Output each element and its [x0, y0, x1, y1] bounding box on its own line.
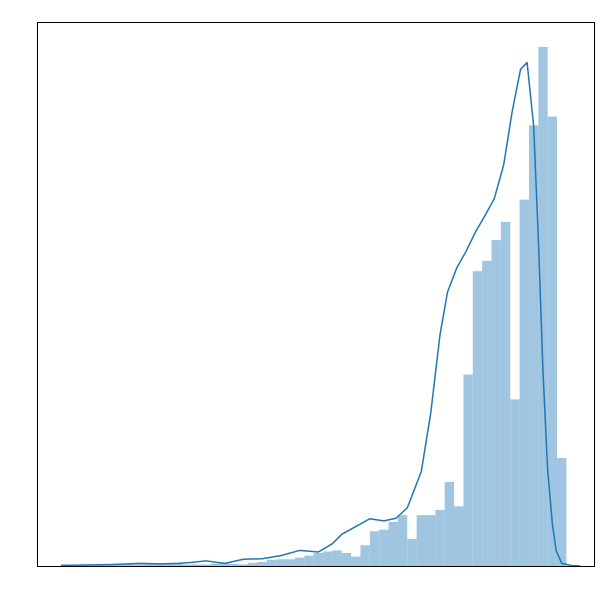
histogram-bar [388, 521, 398, 566]
histogram-bar [426, 515, 436, 566]
histogram-bar [538, 47, 548, 566]
histogram-bar [285, 559, 295, 566]
histogram-bar [500, 221, 511, 566]
histogram-bar [416, 515, 426, 566]
histogram-bar [182, 564, 192, 566]
histogram-bar [472, 271, 483, 566]
histogram-bar [491, 240, 501, 566]
histogram-bar [332, 550, 342, 566]
histogram-bar [323, 551, 333, 566]
histogram-bar [257, 561, 267, 566]
histogram-bar [266, 559, 277, 566]
histogram-bar [163, 563, 174, 566]
kde-curve [60, 61, 581, 567]
histogram-bar [304, 555, 314, 566]
histogram-bar [248, 562, 258, 566]
histogram-bar [173, 563, 183, 566]
histogram-bar [145, 563, 155, 566]
histogram-bar [444, 481, 455, 566]
histogram-bar [369, 531, 380, 566]
histogram-bar [294, 557, 305, 566]
histogram-bar [341, 553, 352, 566]
histogram-bar [407, 539, 417, 566]
histogram-bar [397, 515, 408, 566]
histogram-bar [435, 509, 445, 566]
histogram-bar [379, 529, 389, 566]
plot-frame [37, 22, 595, 567]
histogram-bar [210, 563, 221, 566]
histogram-bar [107, 564, 118, 566]
histogram-bar [463, 374, 473, 566]
histogram-bar [238, 564, 249, 566]
histogram-bar [201, 564, 211, 566]
histogram-bars [60, 47, 567, 567]
histogram-bar [547, 116, 558, 567]
histogram-bar [154, 563, 164, 566]
histogram-bar [313, 553, 324, 566]
histogram-bar [510, 399, 520, 566]
histogram-bar [117, 564, 127, 566]
histogram-bar [351, 556, 361, 566]
histogram-bar [135, 564, 146, 566]
histogram-bar [220, 562, 230, 566]
histogram-bar [191, 564, 202, 566]
histogram-bar [454, 506, 464, 566]
histogram-bar [360, 545, 370, 566]
histogram-bar [126, 564, 136, 566]
histogram-bar [557, 458, 567, 566]
histogram-bar [482, 260, 492, 566]
histogram-bar [229, 563, 239, 566]
histogram-bar [519, 199, 529, 566]
histogram-bar [276, 559, 286, 566]
histogram-bar [528, 125, 539, 567]
